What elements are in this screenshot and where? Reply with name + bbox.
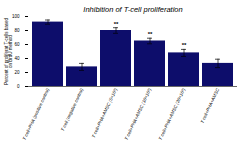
svg-text:T cell+PHA+AMSC (20×10³): T cell+PHA+AMSC (20×10³) [158,87,187,141]
svg-text:T cell+PHA (positive control): T cell+PHA (positive control) [22,87,51,141]
svg-text:20: 20 [14,70,20,75]
svg-text:Inhibition of T-cell prolifera: Inhibition of T-cell proliferation [83,5,182,14]
svg-text:100: 100 [12,14,20,19]
svg-text:80: 80 [14,28,20,33]
svg-text:0: 0 [17,84,20,89]
svg-text:**: ** [148,31,153,37]
svg-text:40: 40 [14,56,20,61]
svg-text:T cell (negative control): T cell (negative control) [60,87,85,132]
svg-text:Percent of proliferat T-cells: Percent of proliferat T-cells basedon Br… [4,18,13,85]
svg-text:T cell+PHA+AMSC (5×10³): T cell+PHA+AMSC (5×10³) [91,87,119,139]
svg-text:60: 60 [14,42,20,47]
svg-text:T cell+PHA+AMSC: T cell+PHA+AMSC [200,87,221,124]
svg-text:T cell+PHA+AMSC (10×10³): T cell+PHA+AMSC (10×10³) [124,87,153,141]
svg-text:**: ** [114,21,119,27]
svg-text:**: ** [182,42,187,48]
